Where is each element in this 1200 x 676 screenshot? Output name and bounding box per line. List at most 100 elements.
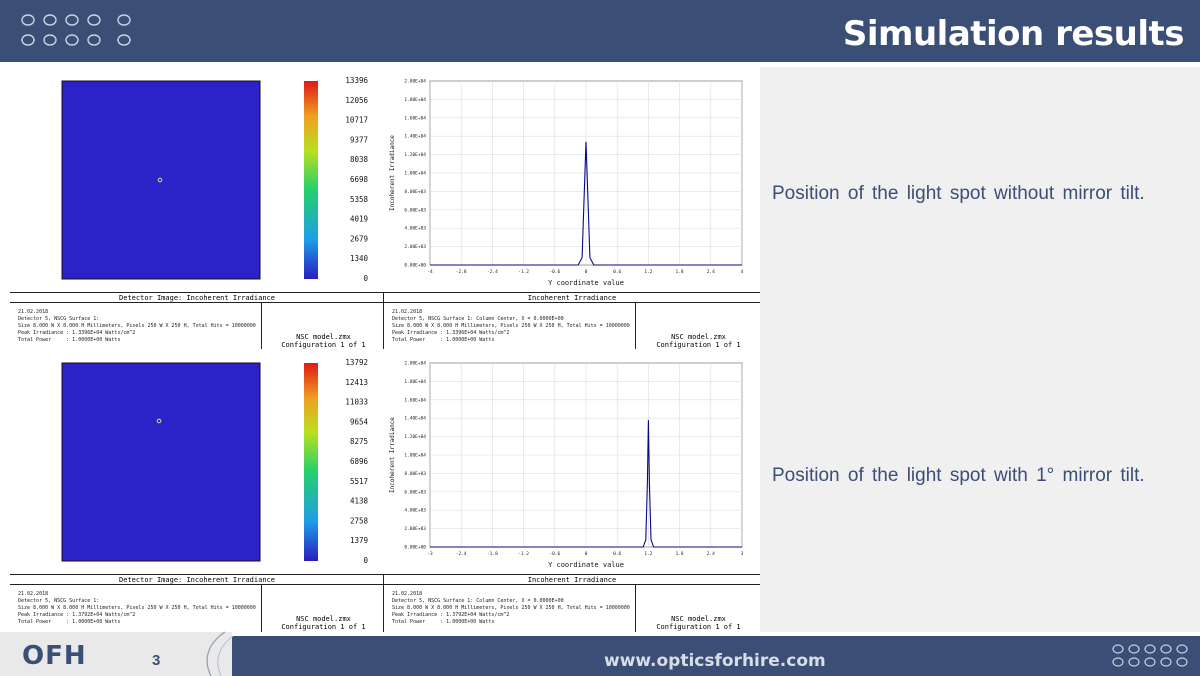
decorative-circles-icon [1112, 644, 1188, 667]
header-bar [0, 0, 1200, 62]
y-tick-label: 1.80E+04 [404, 379, 426, 385]
y-tick-label: 4.00E+03 [404, 508, 426, 514]
y-tick-label: 0.00E+00 [404, 545, 426, 551]
page-title: Simulation results [842, 14, 1185, 54]
x-tick-label: 0.6 [613, 269, 621, 275]
simulation-figure-2: 13792 12413 11033 9654 8275 6896 5517 4138 2758 1… [10, 349, 760, 632]
colorbar-tick-label: 8038 [350, 155, 369, 164]
left-config: Configuration 1 of 1 [281, 341, 366, 349]
x-tick-label: -3 [427, 551, 433, 557]
colorbar-tick-label: 6896 [350, 457, 369, 466]
right-caption: Incoherent Irradiance [384, 575, 760, 585]
description-no-tilt: Position of the light spot without mirro… [772, 183, 1145, 204]
website-link[interactable]: www.opticsforhire.com [604, 651, 826, 671]
colorbar-tick-label: 9377 [350, 135, 368, 144]
colorbar-tick-label: 12413 [345, 378, 368, 387]
colorbar-tick-label: 0 [363, 556, 368, 565]
colorbar-tick-label: 8275 [350, 437, 368, 446]
x-tick-label: -2.8 [456, 269, 467, 275]
colorbar-tick-label: 5358 [350, 195, 369, 204]
x-tick-label: 0 [585, 269, 588, 275]
colorbar-tick-label: 1379 [350, 536, 368, 545]
x-tick-label: -1.2 [518, 269, 529, 275]
x-tick-label: -1.2 [518, 551, 529, 557]
x-tick-label: 2.4 [707, 269, 715, 275]
colorbar-tick-label: 13792 [345, 358, 368, 367]
right-info: 21.02.2018 Detector 5, NSCG Surface 1: C… [392, 309, 630, 343]
colorbar-tick-label: 4138 [350, 497, 369, 506]
left-footer: Detector Image: Incoherent Irradiance 21… [10, 575, 384, 632]
colorbar-tick-label: 6698 [350, 175, 369, 184]
left-info: 21.02.2018 Detector 5, NSCG Surface 1: S… [18, 591, 256, 625]
colorbar-tick-label: 2758 [350, 516, 369, 525]
irradiance-plot: -4 -2.8 -2.4 -1.2 -0.6 0 0.6 1.2 1.8 2.4 4 2.00E+04… [389, 79, 744, 288]
right-config-box: NSC model.zmx Configuration 1 of 1 [635, 303, 760, 350]
right-footer: Incoherent Irradiance 21.02.2018 Detecto… [384, 293, 760, 350]
x-tick-label: 1.2 [644, 551, 652, 557]
colorbar-tick-label: 0 [363, 274, 368, 283]
irradiance-line [430, 420, 742, 548]
y-tick-label: 2.00E+04 [404, 79, 426, 85]
simulation-figure-1: 13396 12056 10717 9377 8038 6698 5358 4019 2679 1… [10, 67, 760, 350]
irradiance-plot: -3 -2.4 -1.8 -1.2 -0.6 0 0.6 1.2 1.8 2.4 3 2.00E+04… [389, 361, 744, 570]
detector-image [61, 80, 261, 280]
description-panel [760, 67, 1200, 632]
x-tick-label: -1.8 [487, 551, 498, 557]
y-tick-label: 1.40E+04 [404, 416, 426, 422]
y-axis-label: Incoherent Irradiance [389, 417, 396, 493]
y-tick-label: 1.60E+04 [404, 115, 426, 121]
left-footer: Detector Image: Incoherent Irradiance 21… [10, 293, 384, 350]
colorbar-tick-label: 4019 [350, 215, 368, 224]
colorbar [304, 363, 318, 561]
y-tick-label: 1.00E+04 [404, 171, 426, 177]
colorbar-labels: 13396 12056 10717 9377 8038 6698 5358 4019 2679 1… [345, 76, 368, 283]
x-tick-label: -0.6 [549, 551, 560, 557]
colorbar-tick-label: 12056 [345, 96, 368, 105]
right-config: Configuration 1 of 1 [656, 623, 741, 631]
colorbar-tick-label: 10717 [345, 116, 368, 125]
right-config: Configuration 1 of 1 [656, 341, 741, 349]
y-tick-label: 8.00E+03 [404, 471, 426, 477]
y-tick-label: 1.40E+04 [404, 134, 426, 140]
figure-2-footer: Detector Image: Incoherent Irradiance 21… [10, 574, 760, 632]
colorbar-labels: 13792 12413 11033 9654 8275 6896 5517 4138 2758 1… [345, 358, 368, 565]
x-axis-label: Y coordinate value [548, 561, 624, 569]
right-info: 21.02.2018 Detector 5, NSCG Surface 1: C… [392, 591, 630, 625]
figure-2-graphic: 13792 12413 11033 9654 8275 6896 5517 4138 2758 1… [61, 358, 744, 570]
light-spot [156, 418, 162, 424]
logo-area [0, 632, 232, 676]
y-tick-label: 1.20E+04 [404, 152, 426, 158]
x-axis-label: Y coordinate value [548, 279, 624, 287]
x-tick-label: -0.6 [549, 269, 560, 275]
colorbar-tick-label: 11033 [345, 398, 368, 407]
right-caption: Incoherent Irradiance [384, 293, 760, 303]
colorbar [304, 81, 318, 279]
detector-image [61, 362, 261, 562]
x-tick-label: 1.8 [676, 269, 684, 275]
right-file-name: NSC model.zmx [671, 615, 726, 623]
colorbar-tick-label: 1340 [350, 254, 369, 263]
right-footer: Incoherent Irradiance 21.02.2018 Detecto… [384, 575, 760, 632]
x-tick-label: -2.4 [456, 551, 467, 557]
y-tick-label: 2.00E+04 [404, 361, 426, 367]
y-tick-label: 1.00E+04 [404, 453, 426, 459]
x-tick-label: 2.4 [707, 551, 715, 557]
description-with-tilt: Position of the light spot with 1° mirro… [772, 465, 1145, 486]
figure-1-footer: Detector Image: Incoherent Irradiance 21… [10, 292, 760, 350]
x-tick-label: 0 [585, 551, 588, 557]
colorbar-tick-label: 2679 [350, 234, 368, 243]
left-caption: Detector Image: Incoherent Irradiance [10, 293, 384, 303]
y-tick-label: 4.00E+03 [404, 226, 426, 232]
y-tick-label: 1.20E+04 [404, 434, 426, 440]
y-tick-label: 0.00E+00 [404, 263, 426, 269]
left-config-box: NSC model.zmx Configuration 1 of 1 [261, 585, 384, 632]
right-config-box: NSC model.zmx Configuration 1 of 1 [635, 585, 760, 632]
left-config: Configuration 1 of 1 [281, 623, 366, 631]
company-logo: OFH [22, 641, 87, 671]
x-tick-label: 3 [741, 551, 744, 557]
left-config-box: NSC model.zmx Configuration 1 of 1 [261, 303, 384, 350]
y-axis-label: Incoherent Irradiance [389, 135, 396, 211]
y-tick-label: 2.00E+03 [404, 244, 426, 250]
colorbar-tick-label: 13396 [345, 76, 368, 85]
y-tick-label: 8.00E+03 [404, 189, 426, 195]
